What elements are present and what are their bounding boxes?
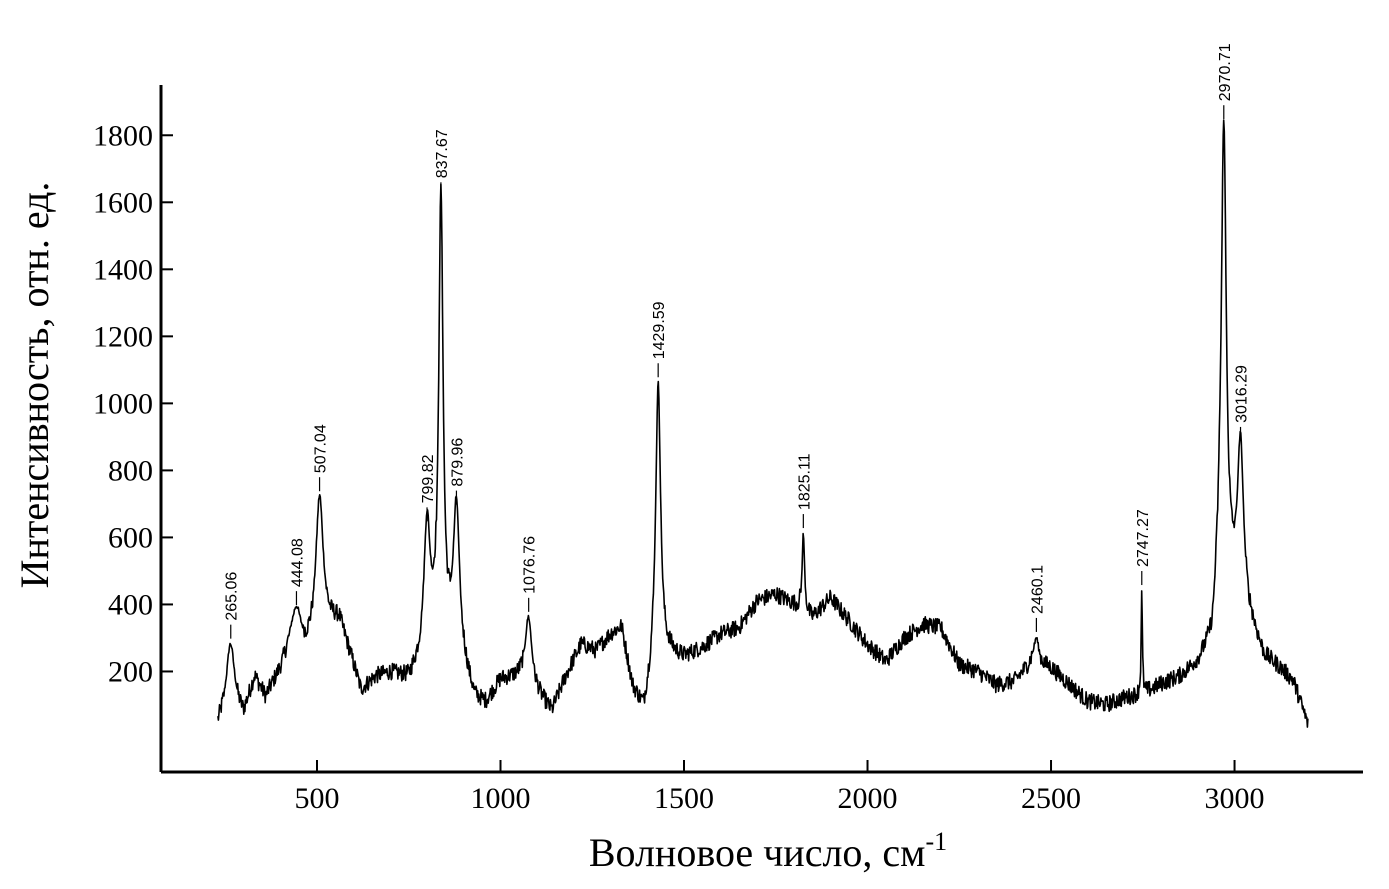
peak-label: 879.96 (449, 438, 466, 487)
x-axis-title-superscript: -1 (926, 827, 948, 856)
spectrum-line (217, 119, 1309, 728)
peak-label: 1825.11 (796, 453, 813, 510)
y-tick-label: 800 (108, 454, 153, 487)
peak-labels: 265.06 444.08 507.04 799.82 837.67 879.96 1076… (224, 43, 1251, 639)
y-tick-label: 400 (108, 588, 153, 621)
peak-label: 2970.71 (1217, 43, 1234, 101)
peak-label: 507.04 (313, 424, 330, 473)
peak-label: 2747.27 (1135, 509, 1152, 567)
x-tick-label: 2000 (838, 782, 898, 815)
x-tick-label: 500 (294, 782, 339, 815)
x-axis-title: Волновое число, см-1 (589, 827, 947, 875)
x-tick-label: 1000 (470, 782, 530, 815)
peak-label: 2460.1 (1029, 565, 1046, 614)
x-ticks: 500 1000 1500 2000 2500 3000 (294, 760, 1265, 815)
peak-label: 1076.76 (522, 536, 539, 594)
y-tick-label: 1600 (93, 186, 153, 219)
x-tick-label: 2500 (1021, 782, 1081, 815)
peak-label: 3016.29 (1234, 365, 1251, 423)
x-tick-label: 3000 (1205, 782, 1265, 815)
peak-label: 1429.59 (651, 301, 668, 359)
peak-label: 799.82 (420, 454, 437, 503)
x-tick-label: 1500 (654, 782, 714, 815)
y-tick-label: 1400 (93, 253, 153, 286)
y-tick-label: 200 (108, 655, 153, 688)
axes (159, 85, 1363, 774)
y-tick-label: 1000 (93, 387, 153, 420)
y-tick-label: 600 (108, 521, 153, 554)
y-ticks: 200 400 600 800 1000 1200 1400 1600 1800 (93, 119, 173, 688)
peak-label: 837.67 (434, 129, 451, 178)
y-tick-label: 1800 (93, 119, 153, 152)
y-axis-title: Интенсивность, отн. ед. (12, 182, 57, 589)
peak-label: 265.06 (224, 572, 241, 621)
y-tick-label: 1200 (93, 320, 153, 353)
peak-label: 444.08 (289, 538, 306, 587)
x-axis-title-text: Волновое число, см (589, 830, 926, 875)
